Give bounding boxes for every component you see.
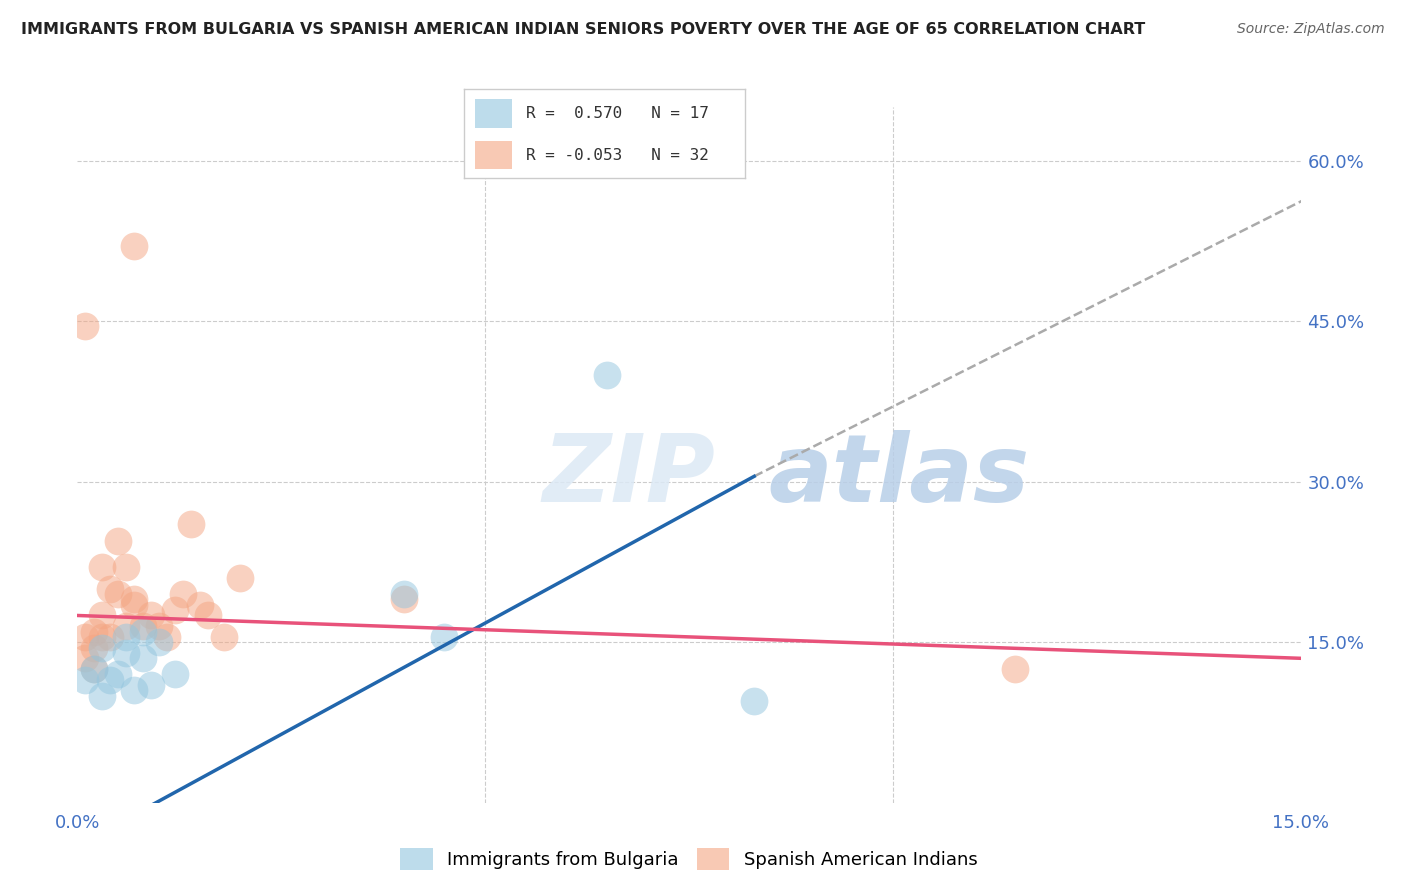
Point	[90, 689, 112, 703]
Point	[124, 598, 146, 612]
Point	[124, 592, 146, 607]
Point	[98, 673, 121, 687]
Point	[433, 630, 456, 644]
Point	[75, 651, 97, 665]
Text: IMMIGRANTS FROM BULGARIA VS SPANISH AMERICAN INDIAN SENIORS POVERTY OVER THE AGE: IMMIGRANTS FROM BULGARIA VS SPANISH AMER…	[21, 22, 1146, 37]
Text: atlas: atlas	[769, 430, 1029, 522]
Point	[115, 630, 138, 644]
Point	[90, 608, 112, 623]
Point	[139, 608, 162, 623]
Point	[90, 560, 112, 574]
Point	[392, 587, 415, 601]
Point	[148, 619, 170, 633]
Point	[90, 640, 112, 655]
Point	[212, 630, 235, 644]
Point	[165, 603, 187, 617]
Text: R = -0.053   N = 32: R = -0.053 N = 32	[526, 148, 709, 162]
Point	[107, 587, 129, 601]
Point	[98, 582, 121, 596]
Point	[83, 624, 105, 639]
Point	[742, 694, 765, 708]
Point	[124, 239, 146, 253]
Point	[131, 624, 153, 639]
Point	[115, 560, 138, 574]
Point	[83, 662, 105, 676]
Point	[75, 319, 97, 334]
Point	[75, 630, 97, 644]
Point	[107, 667, 129, 681]
Point	[229, 571, 252, 585]
Point	[392, 592, 415, 607]
Point	[115, 619, 138, 633]
Point	[197, 608, 219, 623]
Point	[1004, 662, 1026, 676]
Point	[83, 640, 105, 655]
Point	[131, 619, 153, 633]
Point	[98, 630, 121, 644]
Text: Source: ZipAtlas.com: Source: ZipAtlas.com	[1237, 22, 1385, 37]
Point	[75, 673, 97, 687]
Point	[90, 630, 112, 644]
Point	[131, 651, 153, 665]
Point	[180, 517, 202, 532]
Point	[139, 678, 162, 692]
Point	[165, 667, 187, 681]
Point	[83, 662, 105, 676]
Point	[172, 587, 194, 601]
Bar	[475, 99, 512, 128]
Point	[107, 533, 129, 548]
Point	[148, 635, 170, 649]
Text: R =  0.570   N = 17: R = 0.570 N = 17	[526, 106, 709, 120]
Point	[115, 646, 138, 660]
Point	[124, 683, 146, 698]
Point	[596, 368, 619, 382]
Point	[156, 630, 179, 644]
Legend: Immigrants from Bulgaria, Spanish American Indians: Immigrants from Bulgaria, Spanish Americ…	[394, 841, 984, 877]
Point	[188, 598, 211, 612]
Bar	[475, 141, 512, 169]
Text: ZIP: ZIP	[543, 430, 716, 522]
